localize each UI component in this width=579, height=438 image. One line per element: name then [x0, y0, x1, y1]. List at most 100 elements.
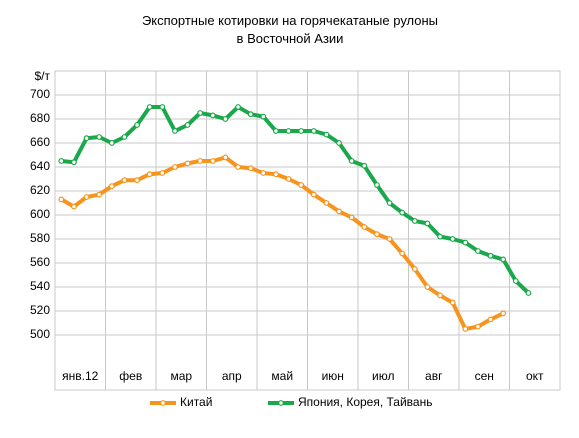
data-point: [310, 128, 317, 134]
data-point: [121, 134, 128, 140]
data-point: [462, 239, 469, 246]
data-point: [273, 128, 279, 134]
data-point: [235, 164, 241, 170]
data-point: [512, 278, 519, 284]
data-point: [71, 203, 77, 210]
data-point: [134, 122, 140, 128]
legend-marker: [160, 400, 166, 406]
data-point: [260, 113, 267, 120]
data-point: [235, 104, 241, 110]
data-point: [285, 176, 292, 182]
data-point: [58, 158, 65, 164]
x-tick-label: мар: [170, 369, 192, 383]
data-point: [83, 135, 90, 142]
data-point: [386, 236, 393, 242]
data-point: [285, 128, 292, 134]
data-point: [146, 104, 153, 110]
y-tick-label: 540: [30, 279, 50, 293]
data-point: [449, 299, 456, 306]
data-point: [361, 162, 368, 169]
y-tick-label: 580: [30, 231, 50, 245]
data-point: [96, 191, 103, 198]
data-point: [374, 231, 380, 238]
x-tick-label: фев: [119, 369, 142, 383]
data-point: [298, 182, 305, 188]
data-point: [273, 171, 279, 178]
data-point: [411, 266, 418, 272]
x-tick-label: июн: [322, 369, 344, 383]
data-point: [83, 194, 90, 200]
data-point: [222, 116, 229, 122]
data-point: [209, 112, 216, 119]
data-point: [336, 208, 342, 215]
data-point: [134, 177, 140, 184]
data-point: [487, 316, 494, 323]
data-point: [437, 292, 443, 299]
data-point: [298, 128, 305, 134]
data-point: [348, 214, 355, 221]
data-point: [197, 110, 204, 116]
y-tick-label: 560: [30, 255, 50, 269]
data-point: [336, 140, 342, 146]
y-tick-label: 660: [30, 135, 50, 149]
data-point: [172, 164, 178, 170]
legend-label: Япония, Корея, Тайвань: [298, 395, 432, 409]
data-point: [260, 170, 267, 176]
x-tick-label: сен: [475, 369, 494, 383]
data-point: [146, 171, 153, 178]
data-point: [172, 128, 178, 134]
data-point: [424, 220, 431, 227]
y-tick-label: 640: [30, 159, 50, 173]
data-point: [121, 177, 128, 184]
data-point: [500, 310, 507, 317]
data-point: [475, 323, 481, 330]
data-point: [424, 284, 431, 290]
data-point: [323, 131, 330, 138]
data-point: [525, 290, 532, 296]
y-tick-label: 620: [30, 183, 50, 197]
data-point: [222, 154, 229, 161]
data-point: [399, 209, 406, 216]
x-tick-label: июл: [372, 369, 394, 383]
data-point: [500, 256, 507, 263]
legend-marker: [278, 400, 284, 406]
y-tick-label: 600: [30, 207, 50, 221]
data-point: [323, 200, 330, 206]
data-point: [247, 165, 254, 172]
series-line: [60, 155, 505, 331]
data-point: [197, 158, 204, 164]
y-tick-label: 700: [30, 87, 50, 101]
y-tick-label: 680: [30, 111, 50, 125]
data-point: [437, 233, 443, 240]
x-tick-label: апр: [222, 369, 242, 383]
data-point: [374, 182, 380, 188]
y-axis-label: $/т: [34, 69, 50, 83]
data-point: [108, 140, 115, 146]
data-point: [399, 250, 406, 257]
x-tick-label: янв.12: [62, 369, 99, 383]
data-point: [449, 236, 456, 242]
data-point: [361, 224, 368, 230]
data-point: [462, 326, 469, 332]
data-point: [386, 200, 393, 206]
data-point: [209, 158, 216, 164]
data-point: [71, 159, 77, 166]
data-point: [348, 158, 355, 164]
data-point: [247, 111, 254, 118]
data-point: [159, 104, 166, 110]
data-point: [184, 122, 191, 128]
x-tick-label: окт: [526, 369, 544, 383]
data-point: [108, 183, 115, 190]
chart-title: Экспортные котировки на горячекатаные ру…: [141, 13, 439, 46]
data-point: [159, 170, 166, 176]
legend-label: Китай: [180, 395, 212, 409]
data-point: [475, 248, 481, 254]
data-point: [58, 196, 65, 203]
data-point: [411, 218, 418, 224]
y-tick-label: 500: [30, 327, 50, 341]
x-tick-label: авг: [425, 369, 443, 383]
series-line: [61, 105, 530, 295]
x-tick-label: май: [271, 369, 293, 383]
